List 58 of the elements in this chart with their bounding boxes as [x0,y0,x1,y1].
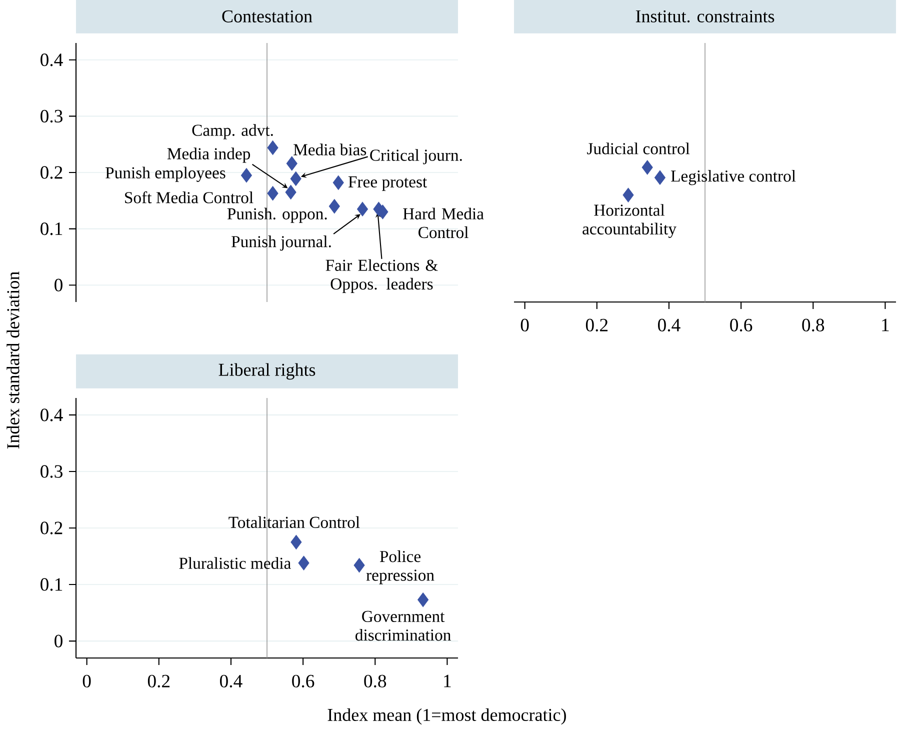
x-tick-label: 0.4 [220,674,242,688]
y-tick-label: 0.3 [40,465,62,478]
y-axis-title: Index standard deviation [6,272,20,449]
annotation: Soft Media Control [125,191,254,204]
annotation: Camp. advt. [192,124,273,140]
annotation: Free protest [348,176,428,191]
point [418,592,429,608]
chart-title: Liberal rights [218,363,316,380]
y-tick-label: 0.3 [40,110,62,123]
annotation: Punish. oppon. [227,208,327,223]
annotation: Fair Elections & Oppos. leaders [326,259,438,293]
y-tick-label: 0.4 [40,54,63,66]
y-tick-label: 0.4 [40,408,63,422]
x-tick-label: 0.8 [802,318,824,332]
annotation: Totalitarian Control [228,516,360,528]
annotation: Judicial control [587,142,690,154]
annotation: Government discrimination [356,610,451,641]
annotation: Hard Media Control [403,208,484,238]
x-tick-label: 1 [444,674,451,688]
point [267,186,278,201]
x-tick-label: 0.6 [292,674,314,688]
annotation: Horizontal accountability [582,204,676,238]
y-tick-label: 0.1 [40,222,62,236]
annotation: Legislative control [671,170,796,186]
point [354,558,365,573]
chart-title: Contestation [222,10,312,22]
point [267,140,278,155]
annotation: Pluralistic media [179,557,291,569]
point [290,171,302,186]
x-tick-label: 0.2 [148,674,170,688]
annotation: Media bias [294,144,366,156]
chart-title: Institut. constraints [636,10,774,22]
point [298,556,310,570]
x-tick-label: 0.6 [730,318,752,332]
annotation: Punish journal. [232,236,331,251]
x-tick-label: 0.4 [658,318,680,332]
point [240,168,252,183]
x-tick-label: 0.8 [364,674,386,688]
y-tick-label: 0 [54,278,62,292]
point [285,184,296,200]
point [286,156,298,171]
point [328,199,340,214]
annotation: Media indep [167,148,250,163]
x-axis-title: Index mean (1=most democratic) [328,708,566,725]
y-tick-label: 0.2 [40,522,62,534]
y-tick-label: 0.1 [40,578,62,591]
annotation: Police repression [366,550,434,584]
y-tick-label: 0 [54,634,62,648]
annotation: Critical journ. [370,149,462,164]
x-tick-label: 1 [882,318,889,332]
y-tick-label: 0.2 [40,166,62,179]
x-tick-label: 0 [520,318,529,332]
annotation: Punish employees [106,166,226,182]
point [290,534,302,550]
point [332,175,344,190]
x-tick-label: 0 [82,674,91,688]
x-tick-label: 0.2 [586,318,608,332]
point [356,202,368,216]
